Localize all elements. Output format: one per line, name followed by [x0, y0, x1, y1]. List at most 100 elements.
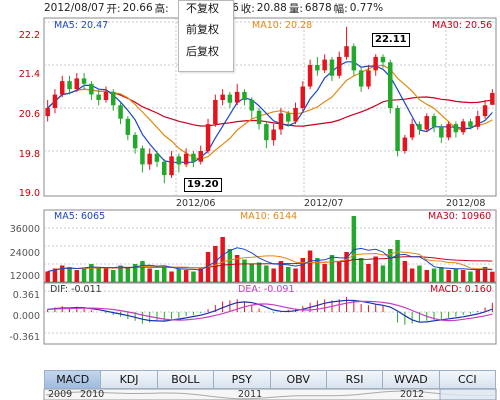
- volume-ytick: 12000: [9, 271, 40, 282]
- volume-ytick: 24000: [9, 248, 40, 259]
- volume-bar: [111, 270, 116, 282]
- price-ytick: 20.6: [18, 109, 40, 120]
- candle-body: [424, 116, 429, 130]
- adjust-option-forward[interactable]: 前复权: [186, 23, 219, 36]
- candle-body: [256, 110, 262, 125]
- tab-boll[interactable]: BOLL: [157, 370, 215, 389]
- candle-body: [402, 137, 408, 151]
- nav-year-label: 2010: [80, 389, 105, 400]
- tab-wvad[interactable]: WVAD: [383, 370, 440, 389]
- candle-body: [227, 94, 233, 103]
- volume-bar: [300, 258, 305, 282]
- price-ma30-line: [47, 88, 493, 127]
- volume-bar: [395, 240, 400, 282]
- price-adjust-dropdown[interactable]: 不复权 前复权 后复权: [178, 0, 234, 72]
- volume-bar: [52, 268, 58, 282]
- volume-bar: [234, 255, 240, 282]
- candle-body: [205, 124, 211, 151]
- candle-body: [213, 99, 218, 125]
- candle-body: [322, 59, 327, 71]
- price-ytick: 19.8: [18, 149, 40, 160]
- candle-body: [198, 151, 203, 162]
- header-high-label: 高:: [154, 2, 169, 15]
- volume-bar: [198, 268, 203, 282]
- candle-body: [278, 113, 284, 130]
- header-open-label: 开:: [106, 2, 121, 15]
- candle-body: [439, 126, 444, 138]
- volume-bar: [468, 271, 473, 282]
- price-ma5-line: [47, 61, 493, 163]
- volume-ma5-line: [47, 247, 493, 272]
- candle-body: [89, 83, 94, 95]
- volume-bar: [45, 271, 50, 282]
- candle-body: [293, 108, 298, 122]
- candle-body: [183, 153, 189, 165]
- volume-bar: [81, 268, 87, 282]
- candle-body: [409, 124, 415, 138]
- tab-obv[interactable]: OBV: [270, 370, 327, 389]
- volume-ma10-label: MA10: 6144: [240, 211, 298, 222]
- macd-value-label: MACD: 0.160: [430, 284, 492, 295]
- volume-bar: [490, 271, 495, 282]
- tab-cci[interactable]: CCI: [439, 370, 496, 389]
- volume-bar: [315, 258, 320, 282]
- tab-kdj[interactable]: KDJ: [101, 370, 158, 389]
- volume-bar: [475, 268, 480, 282]
- candle-body: [315, 65, 320, 71]
- candle-body: [271, 129, 276, 141]
- low-annotation: 19.20: [184, 178, 222, 192]
- volume-bar: [337, 261, 342, 282]
- volume-bar: [242, 259, 247, 282]
- volume-ma30-label: MA30: 10960: [428, 211, 492, 222]
- volume-ma5-label: MA5: 6065: [54, 211, 106, 222]
- price-xtick: 2012/08: [446, 198, 486, 209]
- volume-bar: [351, 216, 357, 282]
- header-open: 20.66: [122, 2, 153, 14]
- candle-body: [220, 94, 225, 100]
- candle-body: [482, 105, 488, 116]
- header-volume-label: 量:: [288, 2, 303, 15]
- volume-bar: [96, 267, 101, 282]
- volume-bar: [191, 271, 196, 282]
- price-ytick: 19.0: [18, 188, 40, 199]
- volume-bar: [380, 265, 386, 282]
- volume-bar: [271, 268, 276, 282]
- volume-bar: [264, 265, 269, 282]
- volume-bar: [132, 264, 138, 282]
- candle-body: [337, 56, 342, 76]
- candle-body: [490, 93, 495, 105]
- volume-bar: [213, 246, 218, 282]
- volume-bar: [227, 249, 233, 282]
- candle-body: [147, 153, 152, 165]
- candle-body: [344, 46, 349, 57]
- candle-body: [475, 116, 480, 127]
- navigator-line: [45, 390, 495, 400]
- navigator-range-selector: [439, 388, 497, 400]
- candle-body: [388, 62, 393, 108]
- candle-body: [264, 124, 269, 141]
- macd-panel-frame: [43, 282, 497, 345]
- candle-body: [286, 113, 291, 122]
- volume-bar: [424, 270, 429, 282]
- price-xtick: 2012/07: [304, 198, 344, 209]
- adjust-option-none[interactable]: 不复权: [186, 2, 219, 15]
- indicator-tabs: MACD KDJ BOLL PSY OBV RSI WVAD CCI: [44, 370, 496, 389]
- volume-bar: [388, 249, 393, 282]
- tab-rsi[interactable]: RSI: [326, 370, 384, 389]
- candle-body: [307, 65, 313, 87]
- candle-body: [373, 56, 378, 71]
- adjust-option-backward[interactable]: 后复权: [186, 45, 219, 58]
- volume-bar: [249, 264, 254, 282]
- candle-body: [45, 108, 50, 117]
- macd-dea-line: [47, 300, 493, 322]
- volume-bar: [140, 261, 145, 282]
- volume-bar: [74, 270, 79, 282]
- tab-psy[interactable]: PSY: [214, 370, 271, 389]
- header-change: 0.77%: [349, 2, 384, 14]
- header-close-label: 收:: [240, 2, 255, 15]
- header-change-label: 幅:: [333, 2, 348, 15]
- macd-ytick: -0.361: [9, 332, 40, 343]
- candle-body: [417, 124, 422, 130]
- tab-macd[interactable]: MACD: [44, 370, 102, 389]
